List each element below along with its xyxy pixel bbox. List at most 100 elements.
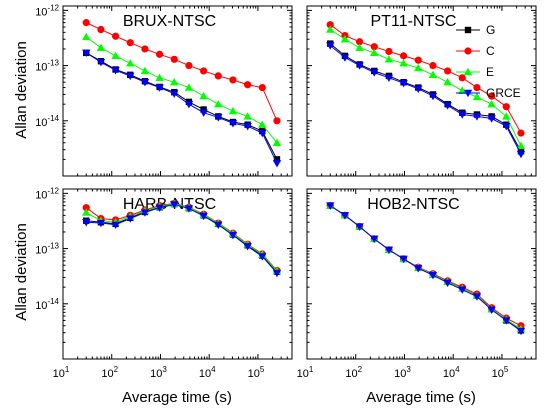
data-point [326, 42, 335, 50]
x-axis-label-right: Average time (s) [366, 389, 476, 406]
data-point [502, 122, 511, 131]
series-c [326, 202, 525, 330]
panel-frame [62, 188, 293, 360]
series-line [86, 203, 278, 274]
panel-title: HOB2-NTSC [367, 196, 459, 213]
data-point [214, 72, 222, 80]
x-tick-label: 103 [150, 365, 167, 380]
data-point [126, 39, 134, 47]
series-line [85, 202, 278, 271]
x-tick-label: 105 [248, 365, 265, 380]
data-point [458, 86, 467, 94]
data-point [472, 113, 482, 121]
data-point [141, 45, 149, 53]
series-grce [82, 201, 282, 278]
data-point [170, 55, 178, 63]
data-point [214, 114, 223, 122]
data-point [384, 74, 394, 83]
data-point [140, 66, 150, 75]
data-point [272, 138, 282, 146]
data-point [199, 212, 208, 221]
panel-pt11-ntsc: PT11-NTSC [306, 5, 537, 177]
x-tick-label: 103 [394, 365, 411, 380]
legend-entry-grce: GRCE [456, 86, 521, 100]
data-point [244, 81, 252, 89]
legend-label: C [486, 44, 495, 58]
data-point [228, 106, 238, 115]
series-e [326, 25, 526, 150]
data-point [243, 122, 252, 131]
data-point [199, 91, 208, 100]
data-point [111, 221, 120, 229]
legend-marker [464, 47, 472, 55]
data-point [214, 221, 223, 229]
data-point [82, 32, 91, 41]
data-point [340, 54, 350, 62]
data-point [384, 246, 394, 255]
data-point [472, 293, 482, 301]
y-tick-label: 10-14 [35, 114, 59, 129]
legend: GCE GRCE [456, 23, 521, 100]
data-point [399, 255, 408, 264]
y-axis-label-top: Allan deviation [13, 41, 30, 139]
data-point [111, 67, 120, 75]
data-point [156, 50, 164, 58]
data-point [243, 243, 252, 251]
data-point [155, 84, 164, 92]
data-point [487, 306, 496, 314]
data-point [111, 51, 120, 60]
data-point [458, 74, 466, 82]
data-point [184, 83, 194, 91]
data-point [355, 43, 364, 51]
data-point [200, 67, 208, 75]
data-point [229, 76, 237, 84]
data-point [428, 92, 438, 101]
data-point [82, 219, 91, 227]
data-point [170, 201, 179, 209]
legend-marker [463, 67, 473, 76]
panel-title: PT11-NTSC [371, 13, 457, 30]
data-point [272, 160, 282, 168]
ticks [306, 6, 537, 177]
data-point [340, 35, 350, 43]
data-point [155, 73, 164, 82]
data-point [517, 129, 525, 137]
data-point [82, 208, 91, 216]
data-point [96, 59, 106, 67]
data-point [370, 235, 379, 244]
x-tick-label: 102 [345, 365, 362, 380]
data-point [199, 109, 208, 117]
data-point [243, 112, 252, 120]
y-tick-label: 10-13 [35, 242, 59, 257]
legend-marker [463, 89, 473, 98]
data-point [228, 120, 238, 128]
data-point [228, 231, 238, 240]
data-point [340, 212, 350, 220]
data-point [185, 61, 193, 70]
legend-marker [464, 26, 472, 34]
x-axis-label-left: Average time (s) [122, 389, 232, 406]
panel-frame [306, 188, 537, 360]
data-point [414, 56, 422, 64]
data-point [96, 43, 106, 51]
data-point [126, 215, 135, 223]
y-tick-label: 10-13 [35, 59, 59, 74]
data-point [184, 100, 194, 109]
data-point [326, 25, 335, 33]
data-point [458, 286, 467, 294]
series-line [86, 203, 278, 272]
data-point [355, 223, 364, 231]
data-point [399, 79, 408, 88]
data-point [473, 83, 481, 92]
data-point [326, 202, 335, 210]
series-e [82, 32, 282, 146]
data-point [258, 83, 266, 92]
data-point [516, 150, 526, 159]
data-point [370, 69, 379, 77]
legend-label: E [486, 65, 494, 79]
data-point [428, 271, 438, 280]
x-tick-label: 101 [53, 365, 70, 380]
